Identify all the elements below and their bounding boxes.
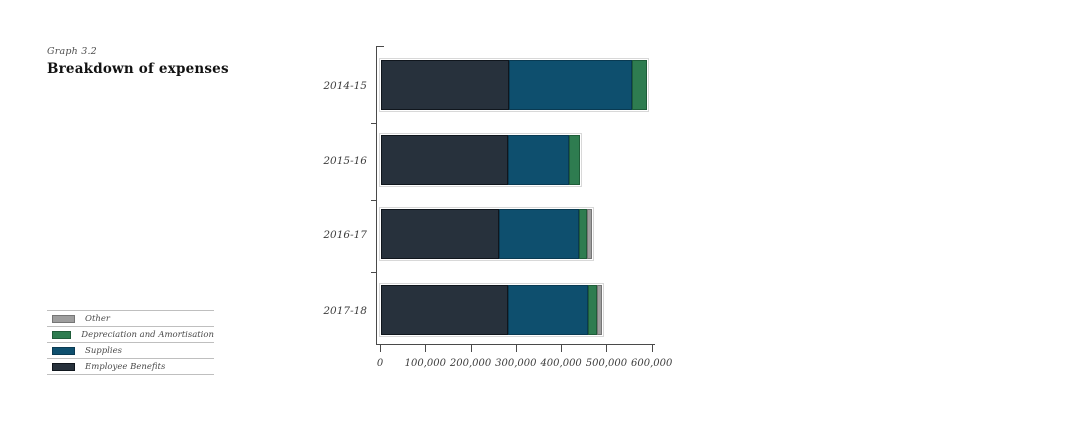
category-label: 2017-18 <box>323 305 367 317</box>
legend-swatch <box>52 314 75 323</box>
bar-segment-employee-benefits <box>381 285 508 335</box>
y-axis-category-tick <box>371 123 377 124</box>
x-tick <box>606 344 608 352</box>
bar-segment-depreciation-and-amortisation <box>568 135 580 185</box>
category-label: 2016-17 <box>323 229 367 241</box>
bar-2017-18 <box>379 283 604 337</box>
legend-item: Depreciation and Amortisation <box>47 326 214 342</box>
bar-segment-depreciation-and-amortisation <box>631 60 647 110</box>
chart-title: Breakdown of expenses <box>47 61 229 77</box>
category-label: 2014-15 <box>323 80 367 92</box>
legend-label: Supplies <box>85 345 123 356</box>
legend-label: Other <box>85 313 110 324</box>
legend-item: Employee Benefits <box>47 358 214 375</box>
y-axis-line <box>376 46 377 344</box>
x-tick-label: 200,000 <box>449 358 492 369</box>
bar-segment-depreciation-and-amortisation <box>579 209 588 259</box>
bar-segment-supplies <box>499 209 580 259</box>
x-tick <box>425 344 427 352</box>
x-tick <box>470 344 472 352</box>
category-label: 2015-16 <box>323 155 367 167</box>
x-tick <box>561 344 563 352</box>
bar-segment-employee-benefits <box>381 209 500 259</box>
x-tick <box>651 344 653 352</box>
bar-segment-supplies <box>509 60 632 110</box>
x-tick-label: 0 <box>376 358 384 369</box>
x-tick <box>380 344 381 352</box>
bar-segment-supplies <box>507 285 588 335</box>
y-axis-category-tick <box>371 200 377 201</box>
legend-item: Supplies <box>47 342 214 358</box>
legend-label: Depreciation and Amortisation <box>81 329 214 340</box>
x-tick-label: 100,000 <box>404 358 446 369</box>
bar-segment-other <box>596 285 602 335</box>
legend-item: Other <box>47 310 214 326</box>
bar-segment-supplies <box>507 135 569 185</box>
x-tick <box>515 344 517 352</box>
x-tick-label: 400,000 <box>540 358 582 369</box>
bar-2014-15 <box>379 58 649 112</box>
legend-swatch <box>52 362 75 371</box>
legend-swatch <box>52 330 72 339</box>
bar-segment-employee-benefits <box>381 60 510 110</box>
y-axis-top-tick <box>376 46 384 47</box>
bar-segment-depreciation-and-amortisation <box>587 285 597 335</box>
graph-number: Graph 3.2 <box>47 46 97 57</box>
bar-segment-employee-benefits <box>381 135 508 185</box>
x-tick-label: 300,000 <box>495 358 537 369</box>
legend-label: Employee Benefits <box>85 361 166 372</box>
bar-2016-17 <box>379 207 594 261</box>
x-tick-label: 500,000 <box>585 358 628 369</box>
x-axis-line <box>376 344 655 345</box>
bar-2015-16 <box>379 133 582 187</box>
legend-swatch <box>52 346 75 355</box>
x-tick-label: 600,000 <box>631 358 673 369</box>
y-axis-category-tick <box>371 272 377 273</box>
legend: Other Depreciation and Amortisation Suppli… <box>47 310 214 375</box>
bar-segment-other <box>587 209 592 259</box>
